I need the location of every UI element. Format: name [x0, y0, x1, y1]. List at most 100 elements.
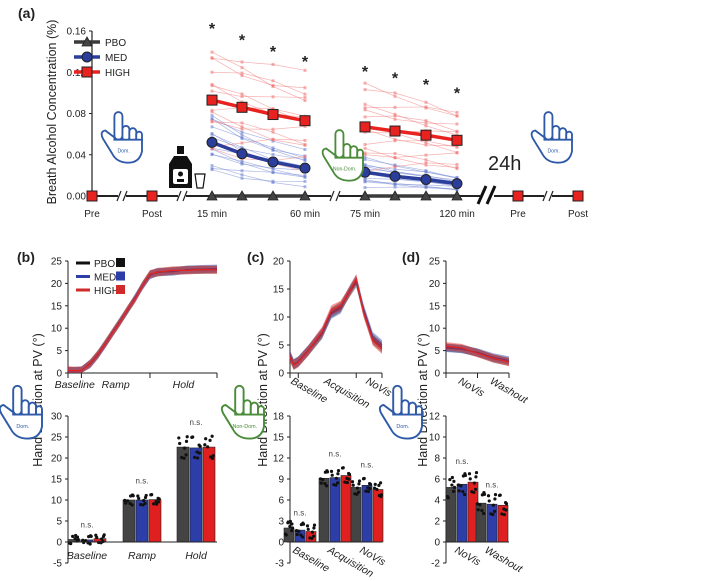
individual-line: [364, 128, 458, 147]
y-tick-label: 10: [429, 433, 441, 444]
finger-index: [334, 129, 345, 159]
legend-label-med: MED: [94, 273, 116, 284]
individual-dot: [182, 456, 186, 460]
individual-dot: [366, 489, 370, 494]
individual-dot: [451, 489, 456, 494]
individual-line: [211, 133, 306, 168]
individual-line: [364, 164, 458, 183]
individual-dot: [177, 436, 181, 440]
individual-dot: [350, 480, 355, 484]
individual-dot: [299, 522, 303, 527]
individual-dot: [356, 490, 361, 494]
bar-pbo: [318, 477, 330, 543]
individual-dot: [335, 481, 340, 485]
y-tick-label: 15: [51, 475, 63, 486]
category-label: Washout: [483, 544, 526, 576]
individual-dot: [283, 532, 288, 536]
individual-dot: [361, 477, 366, 481]
significance-label: n.s.: [329, 450, 342, 459]
mean-curve-high: [67, 268, 218, 372]
individual-dot: [88, 542, 92, 546]
category-label: Baseline: [67, 550, 107, 562]
mean-marker-med: [267, 156, 279, 168]
individual-line: [211, 121, 306, 145]
palm: [321, 147, 364, 182]
finger-index: [543, 111, 554, 141]
individual-line: [364, 159, 458, 179]
individual-dot: [129, 494, 133, 498]
individual-dot: [480, 508, 484, 513]
x-tick-label-a: 15 min: [197, 209, 227, 220]
individual-dot: [457, 489, 461, 493]
mean-marker-high: [86, 190, 98, 202]
individual-dot: [209, 455, 213, 459]
category-label: NoVis: [453, 544, 484, 569]
axis-break-icon: [176, 190, 182, 202]
bar-med: [135, 499, 149, 543]
mean-marker-high: [267, 109, 279, 121]
individual-dot: [334, 483, 338, 487]
individual-dot: [74, 533, 78, 538]
individual-dot: [345, 480, 349, 485]
individual-dot: [94, 533, 98, 537]
category-label: Baseline: [291, 544, 332, 575]
individual-line: [364, 89, 458, 117]
individual-line: [211, 165, 306, 188]
category-label: Hold: [185, 550, 208, 562]
mean-curve-high: [445, 345, 510, 363]
bottle-label-mark: [178, 171, 183, 177]
hand-icon: Dom.: [100, 111, 143, 164]
individual-dot: [203, 443, 207, 447]
phase-label: Hold: [173, 379, 196, 391]
y-tick-label: 10: [273, 313, 285, 324]
individual-dot: [87, 534, 91, 539]
mean-marker-high: [451, 134, 463, 146]
individual-dot: [184, 439, 189, 443]
mean-marker-pbo: [389, 190, 401, 201]
finger-middle: [342, 142, 352, 160]
hand-label: Dom.: [547, 148, 559, 154]
significance-asterisk: *: [239, 33, 246, 50]
y-tick-label: 3: [278, 517, 284, 528]
phase-label: Acquisition: [321, 375, 372, 411]
finger-index: [12, 384, 23, 416]
individual-dot: [136, 494, 140, 498]
mean-curve-med: [289, 278, 383, 366]
individual-dot: [101, 534, 106, 539]
mean-marker-high: [512, 190, 524, 202]
individual-dot: [503, 501, 508, 505]
individual-dot: [152, 502, 156, 506]
hand-label: Non-Dom.: [333, 166, 357, 172]
individual-dot: [154, 499, 158, 504]
finger-middle: [20, 399, 30, 417]
individual-dot: [142, 498, 146, 503]
hand-icon: Dom.: [378, 384, 423, 440]
individual-dot: [472, 490, 476, 495]
individual-dot: [130, 503, 134, 507]
individual-line: [364, 166, 458, 181]
mean-marker-med: [206, 136, 218, 148]
individual-dot: [345, 476, 349, 480]
individual-dot: [290, 522, 294, 526]
individual-dot: [497, 493, 502, 498]
individual-dot: [372, 486, 377, 490]
error-band-pbo: [68, 265, 217, 373]
y-tick-label: 30: [51, 412, 63, 423]
individual-dot: [196, 456, 200, 460]
mean-marker-med: [451, 178, 463, 190]
mean-marker-high: [389, 125, 401, 137]
panel-label-a: (a): [18, 5, 35, 21]
hand-icon: Dom.: [530, 111, 573, 164]
y-tick-label: 5: [56, 346, 62, 357]
y-tick-label: 20: [273, 257, 285, 268]
bar-med: [189, 447, 203, 543]
y-tick-label: 5: [56, 517, 62, 528]
bar-high: [148, 499, 162, 543]
legend-label-high: HIGH: [94, 286, 119, 297]
bar-pbo: [176, 446, 190, 543]
individual-line: [364, 168, 458, 182]
mean-marker-med: [299, 162, 311, 174]
individual-line: [364, 140, 458, 148]
individual-dot: [84, 538, 88, 543]
